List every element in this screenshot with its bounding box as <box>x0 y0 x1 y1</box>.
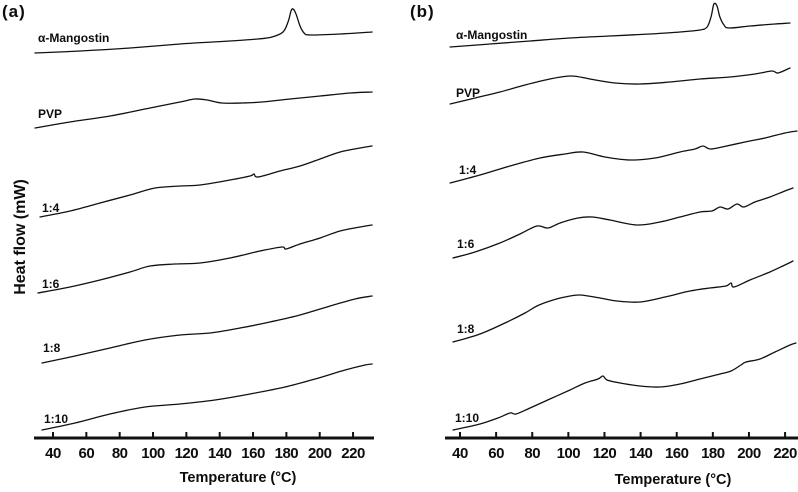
curve-panel-a-pvp <box>34 91 373 129</box>
curve-label-panel-b-ratio-1-10: 1:10 <box>455 411 480 425</box>
curve-label-panel-a-ratio-1-10: 1:10 <box>44 412 69 426</box>
x-tick-label-panel-b-120: 120 <box>592 445 617 462</box>
curve-label-panel-a-alpha-mangostin: α-Mangostin <box>38 31 110 45</box>
x-tick-label-panel-a-100: 100 <box>141 445 165 462</box>
curve-panel-b-alpha-mangostin <box>449 2 791 48</box>
x-tick-label-panel-b-160: 160 <box>664 445 689 462</box>
curve-panel-b-ratio-1-10 <box>452 342 797 431</box>
panel-tag-panel-a: (a) <box>2 2 26 21</box>
curve-panel-b-ratio-1-8 <box>452 260 794 343</box>
curve-panel-a-ratio-1-4 <box>39 145 373 218</box>
x-tick-label-panel-b-220: 220 <box>773 445 797 462</box>
x-tick-label-panel-b-60: 60 <box>488 445 504 462</box>
curve-panel-b-ratio-1-4 <box>449 130 798 184</box>
x-axis-title-panel-a: Temperature (°C) <box>179 470 297 486</box>
curve-label-panel-b-alpha-mangostin: α-Mangostin <box>456 28 528 42</box>
x-tick-label-panel-a-140: 140 <box>207 445 232 462</box>
curve-panel-a-ratio-1-6 <box>37 224 373 294</box>
x-tick-label-panel-b-80: 80 <box>524 445 541 462</box>
x-tick-label-panel-a-80: 80 <box>111 445 128 462</box>
x-tick-label-panel-b-200: 200 <box>737 445 761 462</box>
curve-panel-b-ratio-1-6 <box>452 187 794 259</box>
curve-label-panel-b-ratio-1-6: 1:6 <box>457 237 475 251</box>
curve-label-panel-a-ratio-1-8: 1:8 <box>43 341 61 355</box>
x-tick-label-panel-a-160: 160 <box>241 445 265 462</box>
x-tick-label-panel-b-140: 140 <box>628 445 653 462</box>
x-tick-label-panel-a-120: 120 <box>174 445 199 462</box>
x-tick-label-panel-a-60: 60 <box>78 445 95 462</box>
curve-panel-a-alpha-mangostin <box>34 8 373 54</box>
curve-panel-a-ratio-1-10 <box>41 363 373 431</box>
curve-panel-b-pvp <box>449 67 791 105</box>
curve-label-panel-b-ratio-1-8: 1:8 <box>457 322 475 336</box>
x-tick-label-panel-b-100: 100 <box>556 445 581 462</box>
panel-tag-panel-b: (b) <box>410 2 435 21</box>
x-tick-label-panel-a-40: 40 <box>45 445 61 462</box>
x-tick-label-panel-a-220: 220 <box>341 445 365 462</box>
x-tick-label-panel-a-200: 200 <box>307 445 332 462</box>
curve-panel-a-ratio-1-8 <box>41 295 373 364</box>
curve-label-panel-b-pvp: PVP <box>456 86 481 100</box>
x-tick-label-panel-a-180: 180 <box>274 445 299 462</box>
curve-label-panel-a-pvp: PVP <box>38 107 63 121</box>
x-axis-title-panel-b: Temperature (°C) <box>614 472 732 488</box>
curve-label-panel-a-ratio-1-4: 1:4 <box>42 201 60 215</box>
curve-label-panel-b-ratio-1-4: 1:4 <box>459 163 477 177</box>
y-axis-title: Heat flow (mW) <box>12 179 29 295</box>
curve-label-panel-a-ratio-1-6: 1:6 <box>42 277 60 291</box>
x-tick-label-panel-b-40: 40 <box>452 445 468 462</box>
x-tick-label-panel-b-180: 180 <box>701 445 725 462</box>
